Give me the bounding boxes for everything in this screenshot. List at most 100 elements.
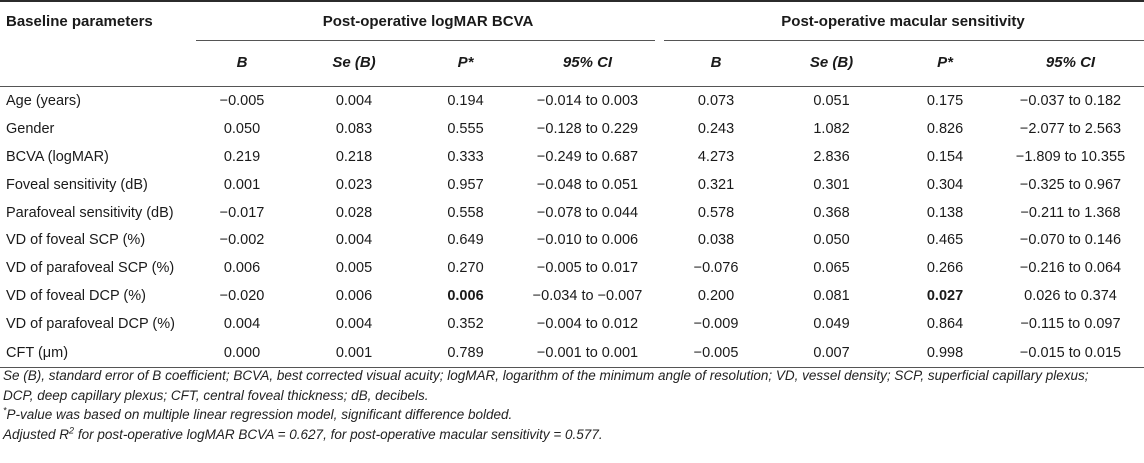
group-header-sensitivity: Post-operative macular sensitivity: [781, 12, 1025, 30]
cell: 0.049: [813, 316, 850, 333]
row-label: BCVA (logMAR): [6, 148, 109, 165]
regression-table: Baseline parameters Post-operative logMA…: [0, 4, 1144, 369]
cell: 0.028: [335, 204, 373, 221]
pvalue-note: *P-value was based on multiple linear re…: [3, 405, 1141, 425]
significant-cell: 0.027: [926, 288, 964, 305]
cell: −0.005: [194, 85, 290, 115]
row-label: Gender: [6, 120, 55, 137]
cell: −1.809 to 10.355: [1015, 148, 1126, 165]
cell: −0.249 to 0.687: [536, 148, 639, 165]
table-footnotes: Se (B), standard error of B coefficient;…: [3, 366, 1141, 444]
pvalue-note-text: P-value was based on multiple linear reg…: [6, 407, 513, 422]
cell: −0.037 to 0.182: [997, 85, 1144, 115]
cell: 0.081: [813, 288, 850, 305]
table-row: VD of foveal SCP (%) −0.002 0.004 0.649 …: [0, 226, 1144, 254]
table-row: VD of foveal DCP (%) −0.020 0.006 0.006 …: [0, 282, 1144, 310]
cell: 0.001: [223, 176, 261, 193]
cell: −0.070 to 0.146: [1019, 232, 1122, 249]
cell: −0.010 to 0.006: [536, 232, 639, 249]
cell: 0.555: [447, 120, 484, 137]
cell: 0.004: [335, 232, 373, 249]
cell: 0.465: [926, 232, 964, 249]
cell: 0.038: [697, 232, 735, 249]
cell: 0.138: [926, 204, 964, 221]
cell: 0.026 to 0.374: [1024, 288, 1117, 305]
cell: 0.578: [697, 204, 735, 221]
stub-header: Baseline parameters: [6, 12, 153, 30]
cell: 0.023: [335, 176, 373, 193]
cell: −0.076: [693, 260, 739, 277]
table-row: VD of parafoveal DCP (%) 0.004 0.004 0.3…: [0, 310, 1144, 338]
cell: 0.050: [223, 120, 261, 137]
cell: 0.005: [335, 260, 373, 277]
row-label: Age (years): [0, 85, 194, 115]
cell: −0.216 to 0.064: [1019, 260, 1122, 277]
adjusted-text: for post-operative logMAR BCVA = 0.627, …: [74, 426, 603, 442]
row-label: Foveal sensitivity (dB): [6, 176, 148, 193]
cell: 1.082: [813, 120, 850, 137]
cell: −0.005: [662, 338, 771, 369]
cell: 0.083: [335, 120, 373, 137]
table-row: Age (years) −0.005 0.004 0.194 −0.014 to…: [0, 85, 1144, 115]
adjusted-prefix: Adjusted R: [3, 426, 70, 442]
subheader-p: P*: [457, 53, 474, 71]
group-header-bcva: Post-operative logMAR BCVA: [322, 12, 534, 30]
cell: 2.836: [813, 148, 850, 165]
cell: 0.154: [926, 148, 964, 165]
cell: 0.333: [447, 148, 484, 165]
cell: 0.050: [813, 232, 850, 249]
abbreviations-line-1: Se (B), standard error of B coefficient;…: [3, 368, 1089, 383]
cell: −0.004 to 0.012: [536, 316, 639, 333]
table-row: CFT (μm) 0.000 0.001 0.789 −0.001 to 0.0…: [0, 338, 1144, 369]
cell: −0.020: [219, 288, 265, 305]
table-row: Foveal sensitivity (dB) 0.001 0.023 0.95…: [0, 171, 1144, 199]
cell: −0.014 to 0.003: [513, 85, 663, 115]
cell: 0.219: [223, 148, 261, 165]
cell: 0.243: [697, 120, 735, 137]
r-squared-superscript: 2: [69, 425, 75, 435]
subheader-se: Se (B): [332, 53, 376, 71]
cell: 0.006: [335, 288, 373, 305]
row-label: VD of foveal DCP (%): [6, 288, 146, 305]
cell: 0.301: [813, 176, 850, 193]
row-label: VD of parafoveal SCP (%): [6, 260, 175, 277]
abbreviations-line-2: DCP, deep capillary plexus; CFT, central…: [3, 387, 429, 403]
row-label: VD of foveal SCP (%): [6, 232, 146, 249]
cell: 0.864: [926, 316, 964, 333]
cell: −0.001 to 0.001: [513, 338, 663, 369]
cell: 0.051: [770, 85, 894, 115]
subheader-ci: 95% CI: [1045, 53, 1096, 71]
cell: 0.649: [447, 232, 484, 249]
cell: 0.998: [893, 338, 998, 369]
cell: 0.200: [697, 288, 735, 305]
cell: 0.007: [770, 338, 894, 369]
cell: 0.368: [813, 204, 850, 221]
row-label: CFT (μm): [0, 338, 194, 369]
cell: −0.009: [693, 316, 739, 333]
subheader-p: P*: [937, 53, 953, 71]
footnote-mark: *: [3, 405, 7, 416]
cell: −0.048 to 0.051: [536, 176, 639, 193]
table-top-rule: [0, 0, 1144, 2]
cell: 0.000: [194, 338, 290, 369]
cell: 0.304: [926, 176, 964, 193]
table-row: BCVA (logMAR) 0.219 0.218 0.333 −0.249 t…: [0, 143, 1144, 171]
cell: 0.001: [290, 338, 418, 369]
cell: 0.175: [893, 85, 998, 115]
cell: −0.128 to 0.229: [536, 120, 639, 137]
cell: 0.789: [418, 338, 513, 369]
subheader-blank: [0, 38, 194, 87]
cell: −2.077 to 2.563: [1019, 120, 1122, 137]
table-row: Gender 0.050 0.083 0.555 −0.128 to 0.229…: [0, 115, 1144, 143]
cell: −0.017: [219, 204, 265, 221]
table-row: Parafoveal sensitivity (dB) −0.017 0.028…: [0, 199, 1144, 227]
cell: 0.270: [447, 260, 484, 277]
row-label: Parafoveal sensitivity (dB): [6, 204, 174, 221]
cell: 0.352: [447, 316, 484, 333]
subheader-se: Se (B): [809, 53, 854, 71]
cell: −0.325 to 0.967: [1019, 176, 1122, 193]
cell: 0.218: [335, 148, 373, 165]
cell: −0.034 to −0.007: [532, 288, 643, 305]
cell: 0.826: [926, 120, 964, 137]
